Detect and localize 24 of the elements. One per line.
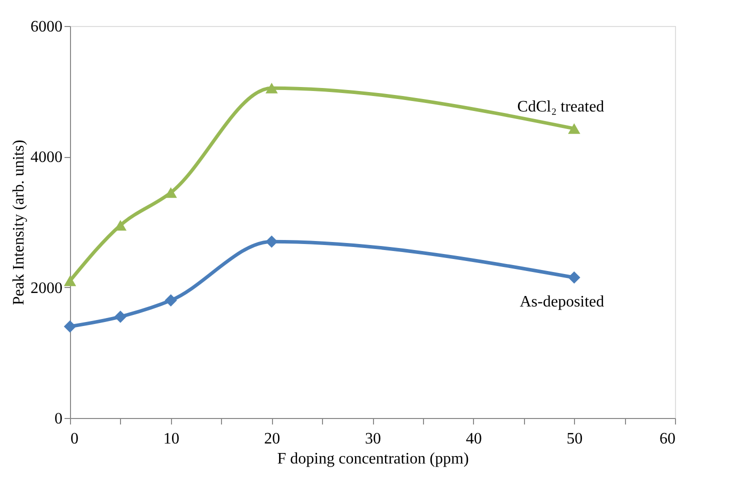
y-axis-title: Peak Intensity (arb. units): [10, 140, 28, 306]
point: [266, 82, 278, 94]
point: [266, 235, 278, 248]
point: [568, 123, 580, 134]
point: [64, 275, 76, 286]
x-tick-label: 10: [163, 430, 180, 448]
x-axis-title: F doping concentration (ppm): [277, 450, 469, 468]
point: [164, 294, 177, 307]
point: [164, 187, 177, 198]
x-tick-label: 50: [566, 430, 583, 448]
series-label: CdCl₂ treated: [517, 98, 604, 116]
x-tick-label: 60: [660, 430, 676, 448]
y-tick-label: 0: [54, 410, 62, 428]
y-tick-label: 4000: [30, 149, 62, 166]
y-tick-label: 6000: [30, 18, 62, 36]
point: [114, 310, 127, 323]
x-tick-label: 20: [264, 430, 280, 448]
y-tick-label: 2000: [30, 280, 62, 297]
point: [568, 271, 580, 284]
x-tick-label: 30: [365, 430, 381, 448]
series-label: As-deposited: [520, 294, 604, 311]
point: [64, 320, 76, 333]
x-tick-label: 0: [70, 430, 78, 448]
x-tick-label: 40: [466, 430, 482, 448]
